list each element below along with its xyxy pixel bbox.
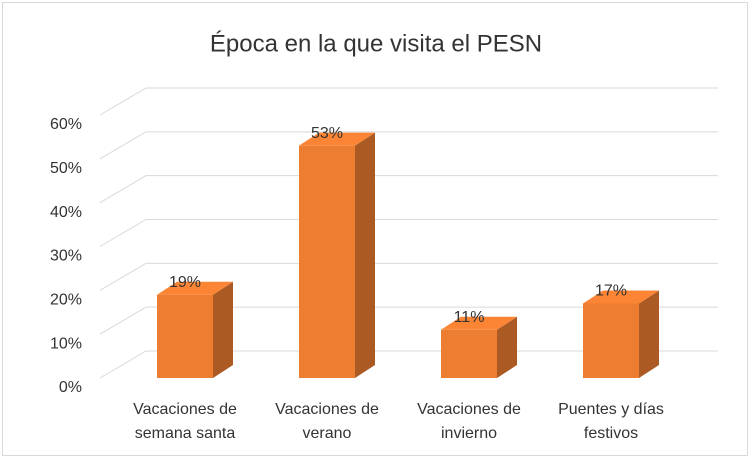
y-tick-label: 30% bbox=[50, 248, 82, 265]
y-tick-label: 10% bbox=[50, 335, 82, 352]
y-tick-label: 20% bbox=[50, 292, 82, 309]
grid-line bbox=[99, 262, 718, 291]
y-tick-label: 50% bbox=[50, 160, 82, 177]
grid-line bbox=[99, 87, 718, 116]
value-label: 53% bbox=[311, 125, 343, 142]
x-tick-label: Puentes y días festivos bbox=[558, 401, 664, 442]
bar-side bbox=[213, 281, 233, 378]
grid-line bbox=[99, 350, 718, 379]
value-label: 17% bbox=[595, 283, 627, 300]
value-label: 19% bbox=[169, 274, 201, 291]
grid-line bbox=[99, 131, 718, 160]
bar-side bbox=[355, 132, 375, 378]
y-tick-label: 0% bbox=[59, 379, 82, 396]
bar-top bbox=[157, 281, 233, 295]
x-tick-label: Vacaciones de verano bbox=[275, 401, 379, 442]
bar bbox=[299, 145, 355, 378]
bar-top bbox=[441, 316, 517, 330]
y-tick-label: 40% bbox=[50, 204, 82, 221]
grid-line bbox=[99, 175, 718, 204]
bar-side bbox=[639, 290, 659, 378]
grid-line bbox=[99, 306, 718, 335]
bar bbox=[583, 303, 639, 378]
bar-side bbox=[497, 316, 517, 378]
bar bbox=[157, 294, 213, 378]
bar bbox=[441, 329, 497, 378]
value-label: 11% bbox=[454, 309, 485, 326]
chart-title: Época en la que visita el PESN bbox=[210, 30, 542, 57]
x-tick-label: Vacaciones de invierno bbox=[417, 401, 521, 442]
grid-line bbox=[99, 219, 718, 247]
bar-top bbox=[299, 132, 375, 146]
y-tick-label: 60% bbox=[50, 116, 82, 133]
bar-top bbox=[583, 290, 659, 304]
x-tick-label: Vacaciones de semana santa bbox=[133, 401, 237, 442]
